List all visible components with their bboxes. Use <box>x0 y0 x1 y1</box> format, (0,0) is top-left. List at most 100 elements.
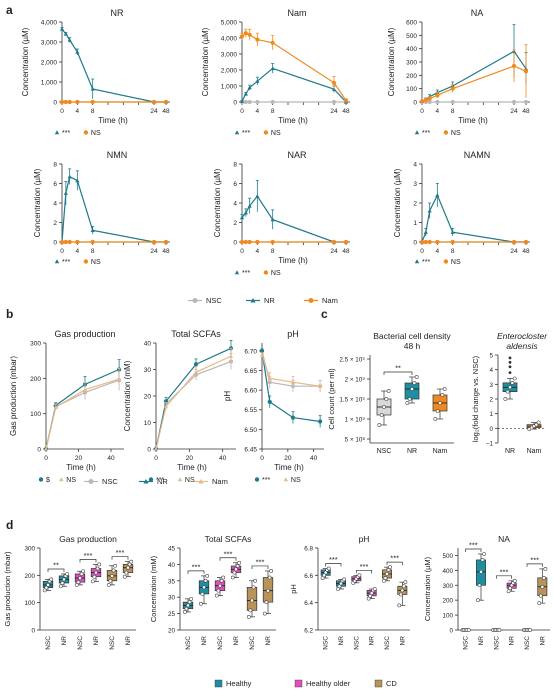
stat-label: NS <box>271 270 281 277</box>
data-point-NR <box>75 178 80 183</box>
data-point-Nam <box>228 354 234 358</box>
y-tick-label: 30 <box>168 595 176 602</box>
data-point-Nam <box>523 69 529 74</box>
data-point <box>480 558 485 562</box>
y-tick-label: 0 <box>31 628 35 635</box>
data-point <box>505 389 510 394</box>
data-point-Nam <box>419 239 425 245</box>
data-point-Nam <box>343 98 349 103</box>
data-point <box>336 587 340 591</box>
data-point <box>541 575 546 580</box>
series-line-Nam <box>45 378 120 450</box>
data-point-NSC <box>270 99 275 105</box>
legend-label: NSC <box>102 477 118 486</box>
y-axis-label: Concentration (µM) <box>393 168 402 237</box>
category-label: NR <box>399 636 406 646</box>
category-label: NR <box>61 636 68 646</box>
data-point <box>534 422 539 427</box>
chart-title: NAR <box>287 150 307 160</box>
data-point <box>433 417 438 421</box>
data-point <box>74 583 79 587</box>
data-point-Nam <box>270 40 275 45</box>
y-tick-label: 3 <box>413 181 417 188</box>
data-point-Nam <box>239 34 245 39</box>
data-point <box>253 578 258 583</box>
stat-marker <box>177 477 183 482</box>
stat-label: NS <box>91 130 101 137</box>
data-point <box>62 577 66 582</box>
data-point-NSC <box>243 99 248 105</box>
x-tick-label: 4 <box>76 108 80 115</box>
x-tick-label: 40 <box>219 455 227 462</box>
x-tick-label: 0 <box>60 108 64 115</box>
data-point <box>405 401 410 405</box>
y-tick-label: 40 <box>168 562 176 569</box>
y-tick-label: 4 <box>233 201 237 208</box>
data-point-NR <box>59 26 65 31</box>
data-point <box>246 614 251 619</box>
y-tick-label: 1.5 × 10⁹ <box>339 397 365 404</box>
y-tick-label: 3,000 <box>221 52 238 59</box>
stat-label: NS <box>291 477 301 484</box>
y-tick-label: 6.8 <box>304 546 313 553</box>
y-tick-label: 20 <box>144 394 152 401</box>
data-point <box>386 567 391 572</box>
x-tick-label: 24 <box>510 248 518 255</box>
data-point <box>129 559 134 564</box>
data-point <box>320 576 325 580</box>
data-point <box>58 584 63 589</box>
data-point <box>251 585 256 590</box>
x-tick-label: 20 <box>75 455 83 462</box>
x-axis-label: Time (h) <box>278 116 308 125</box>
significance-label: *** <box>256 557 265 566</box>
y-tick-label: 200 <box>30 376 41 383</box>
data-point <box>337 584 342 589</box>
data-point-NSC <box>511 99 517 105</box>
data-point <box>512 578 517 583</box>
y-axis-label: pH <box>289 584 298 594</box>
y-tick-label: 0 <box>413 100 417 107</box>
legend-label: NR <box>157 477 168 486</box>
data-point-NR <box>255 194 260 198</box>
stat-marker <box>234 270 240 275</box>
data-point-Nam <box>151 239 157 245</box>
chart-title: NR <box>111 8 124 18</box>
data-point <box>442 387 447 391</box>
y-tick-label: 40 <box>144 341 152 348</box>
y-tick-label: 300 <box>30 341 41 348</box>
data-point <box>267 575 272 580</box>
y-tick-label: 300 <box>442 583 453 590</box>
data-point-Nam <box>43 446 49 451</box>
significance-bracket <box>187 570 205 574</box>
y-tick-label: 0 <box>147 447 151 454</box>
category-label: NSC <box>217 636 224 650</box>
data-point <box>182 610 187 614</box>
category-label: Nam <box>433 448 448 455</box>
legend-marker <box>198 479 204 484</box>
y-tick-label: 6.65 <box>244 368 257 375</box>
y-tick-label: 20 <box>168 628 176 635</box>
stat-label: NS <box>271 130 281 137</box>
y-axis-label: Concentration (µM) <box>387 27 396 96</box>
category-label: NSC <box>463 636 470 650</box>
x-tick-label: 8 <box>451 108 455 115</box>
panel-label-b: b <box>6 307 13 321</box>
data-point <box>384 397 389 401</box>
data-point <box>90 579 95 584</box>
stat-label: *** <box>62 130 70 137</box>
legend-label: Nam <box>212 477 228 486</box>
y-axis-label: Concentration (µM) <box>213 168 222 237</box>
significance-label: ** <box>53 560 59 569</box>
stat-marker <box>263 270 269 275</box>
data-point <box>202 585 206 590</box>
y-tick-label: 2.5 × 10⁹ <box>339 357 365 364</box>
data-point <box>383 576 388 580</box>
x-tick-label: 40 <box>310 455 318 462</box>
data-point-Nam <box>343 239 349 245</box>
x-tick-label: 48 <box>162 108 170 115</box>
data-point <box>248 608 253 613</box>
y-tick-label: 2 <box>53 220 57 227</box>
data-point-NR <box>247 203 252 208</box>
